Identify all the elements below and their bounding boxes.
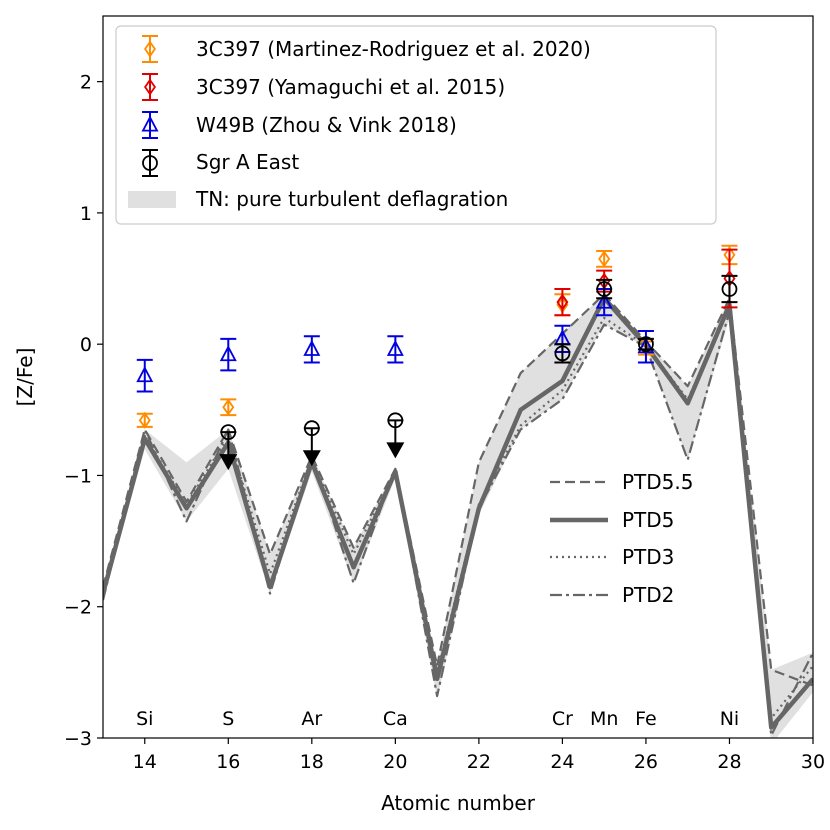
legend-symbol-0 [144,40,156,58]
point-w49b-zhou-vink-2018-z26 [637,337,655,354]
data-layer [136,244,738,471]
tick-layer: 14 16 18 20 22 24 26 28 30 −3 −2 −1 0 1 2 [64,72,825,773]
legend-models: PTD5.5 PTD5 PTD3 PTD2 [550,470,693,607]
series-sgr-a-east [219,274,738,471]
point-w49b-zhou-vink-2018-z14 [136,366,154,383]
legend-label-ptd3: PTD3 [622,545,674,569]
element-label-fe: Fe [635,708,657,730]
legend-model-lines [550,480,608,597]
legend-label-tn-band: TN: pure turbulent deflagration [195,187,508,211]
point-sgr-a-east-z16 [220,424,237,441]
x-tick-label-22: 22 [467,751,491,773]
element-label-layer: Si S Ar Ca Cr Mn Fe Ni [136,708,739,730]
y-tick-label--1: −1 [64,465,92,487]
x-tick-label-18: 18 [300,751,324,773]
legend-upper: 3C397 (Martinez-Rodriguez et al. 2020) 3… [115,25,717,225]
point-sgr-a-east-z26 [638,336,654,353]
point-3c397-yamaguchi-et-al-2015-z24 [556,293,569,311]
point-sgr-a-east-z18-limit-arrow [302,450,321,467]
model-line-ptd5-5 [103,293,813,687]
point-w49b-zhou-vink-2018-z25 [595,292,613,309]
point-3c397-martinez-rodriguez-et-al-2020-z16 [222,398,235,416]
legend-marker-3c397-martinez-rodriguez-et-al-2020 [142,35,158,63]
legend-marker-sgr-a-east [142,149,158,177]
y-tick-label--2: −2 [64,597,92,619]
x-tick-label-24: 24 [550,751,574,773]
x-tick-label-28: 28 [717,751,741,773]
element-label-ca: Ca [383,708,408,730]
point-w49b-zhou-vink-2018-z18 [303,339,321,356]
legend-band-swatch [128,191,176,208]
element-label-mn: Mn [590,708,618,730]
point-sgr-a-east-z28 [721,281,738,297]
legend-label-ptd55: PTD5.5 [622,470,693,494]
legend-label-w49b: W49B (Zhou & Vink 2018) [196,113,457,137]
band-layer [103,294,813,738]
plot-frame [102,15,814,739]
legend-marker-w49b-zhou-vink-2018 [141,111,159,139]
legend-label-yamaguchi: 3C397 (Yamaguchi et al. 2015) [196,75,505,99]
point-sgr-a-east-z28-errbar [721,274,738,304]
element-label-s: S [222,708,234,730]
x-tick-label-16: 16 [216,751,240,773]
y-axis-title: [Z/Fe] [13,348,37,407]
x-tick-label-20: 20 [383,751,407,773]
y-tick-label--3: −3 [64,728,92,750]
series-3c397-yamaguchi-et-al-2015 [554,248,738,317]
point-w49b-zhou-vink-2018-z16 [219,345,237,362]
series-w49b-zhou-vink-2018 [136,288,655,393]
model-line-ptd2 [103,310,813,737]
point-3c397-martinez-rodriguez-et-al-2020-z25 [598,250,611,268]
point-sgr-a-east-z24 [554,345,571,362]
point-sgr-a-east-z25 [596,281,613,297]
legend-label-ptd5: PTD5 [622,508,674,532]
legend-upper-frame [115,25,717,225]
point-sgr-a-east-z18 [303,420,320,437]
y-tick-label-2: 2 [80,72,92,94]
legend-label-mr2020: 3C397 (Martinez-Rodriguez et al. 2020) [196,37,591,61]
point-3c397-martinez-rodriguez-et-al-2020-z14 [138,411,151,429]
legend-symbol-3 [142,155,158,171]
point-sgr-a-east-z20-limit-arrow [386,442,405,459]
legend-marker-3c397-yamaguchi-et-al-2015 [142,73,158,101]
x-tick-label-14: 14 [133,751,157,773]
element-label-cr: Cr [552,708,573,730]
legend-symbol-2 [141,115,159,132]
y-tick-label-0: 0 [80,334,92,356]
model-line-ptd5 [103,295,813,730]
x-axis-title: Atomic number [381,791,536,815]
element-label-ar: Ar [301,708,322,730]
model-layer [103,293,813,737]
point-3c397-yamaguchi-et-al-2015-z24-errbar [554,288,571,317]
point-sgr-a-east-z20 [387,412,404,429]
point-w49b-zhou-vink-2018-z20 [386,339,404,356]
legend-label-sgra: Sgr A East [196,150,299,174]
x-tick-label-30: 30 [801,751,825,773]
element-label-ni: Ni [720,708,740,730]
tn-band-area [103,294,813,738]
legend-symbol-1 [144,78,156,96]
point-sgr-a-east-z16-limit-arrow [219,454,238,471]
point-w49b-zhou-vink-2018-z16-errbar [220,337,237,372]
point-w49b-zhou-vink-2018-z14-errbar [136,358,153,393]
y-tick-label-1: 1 [80,203,92,225]
x-tick-label-26: 26 [634,751,658,773]
legend-upper-markers [128,35,176,208]
element-label-si: Si [136,708,153,730]
legend-label-ptd2: PTD2 [622,583,674,607]
